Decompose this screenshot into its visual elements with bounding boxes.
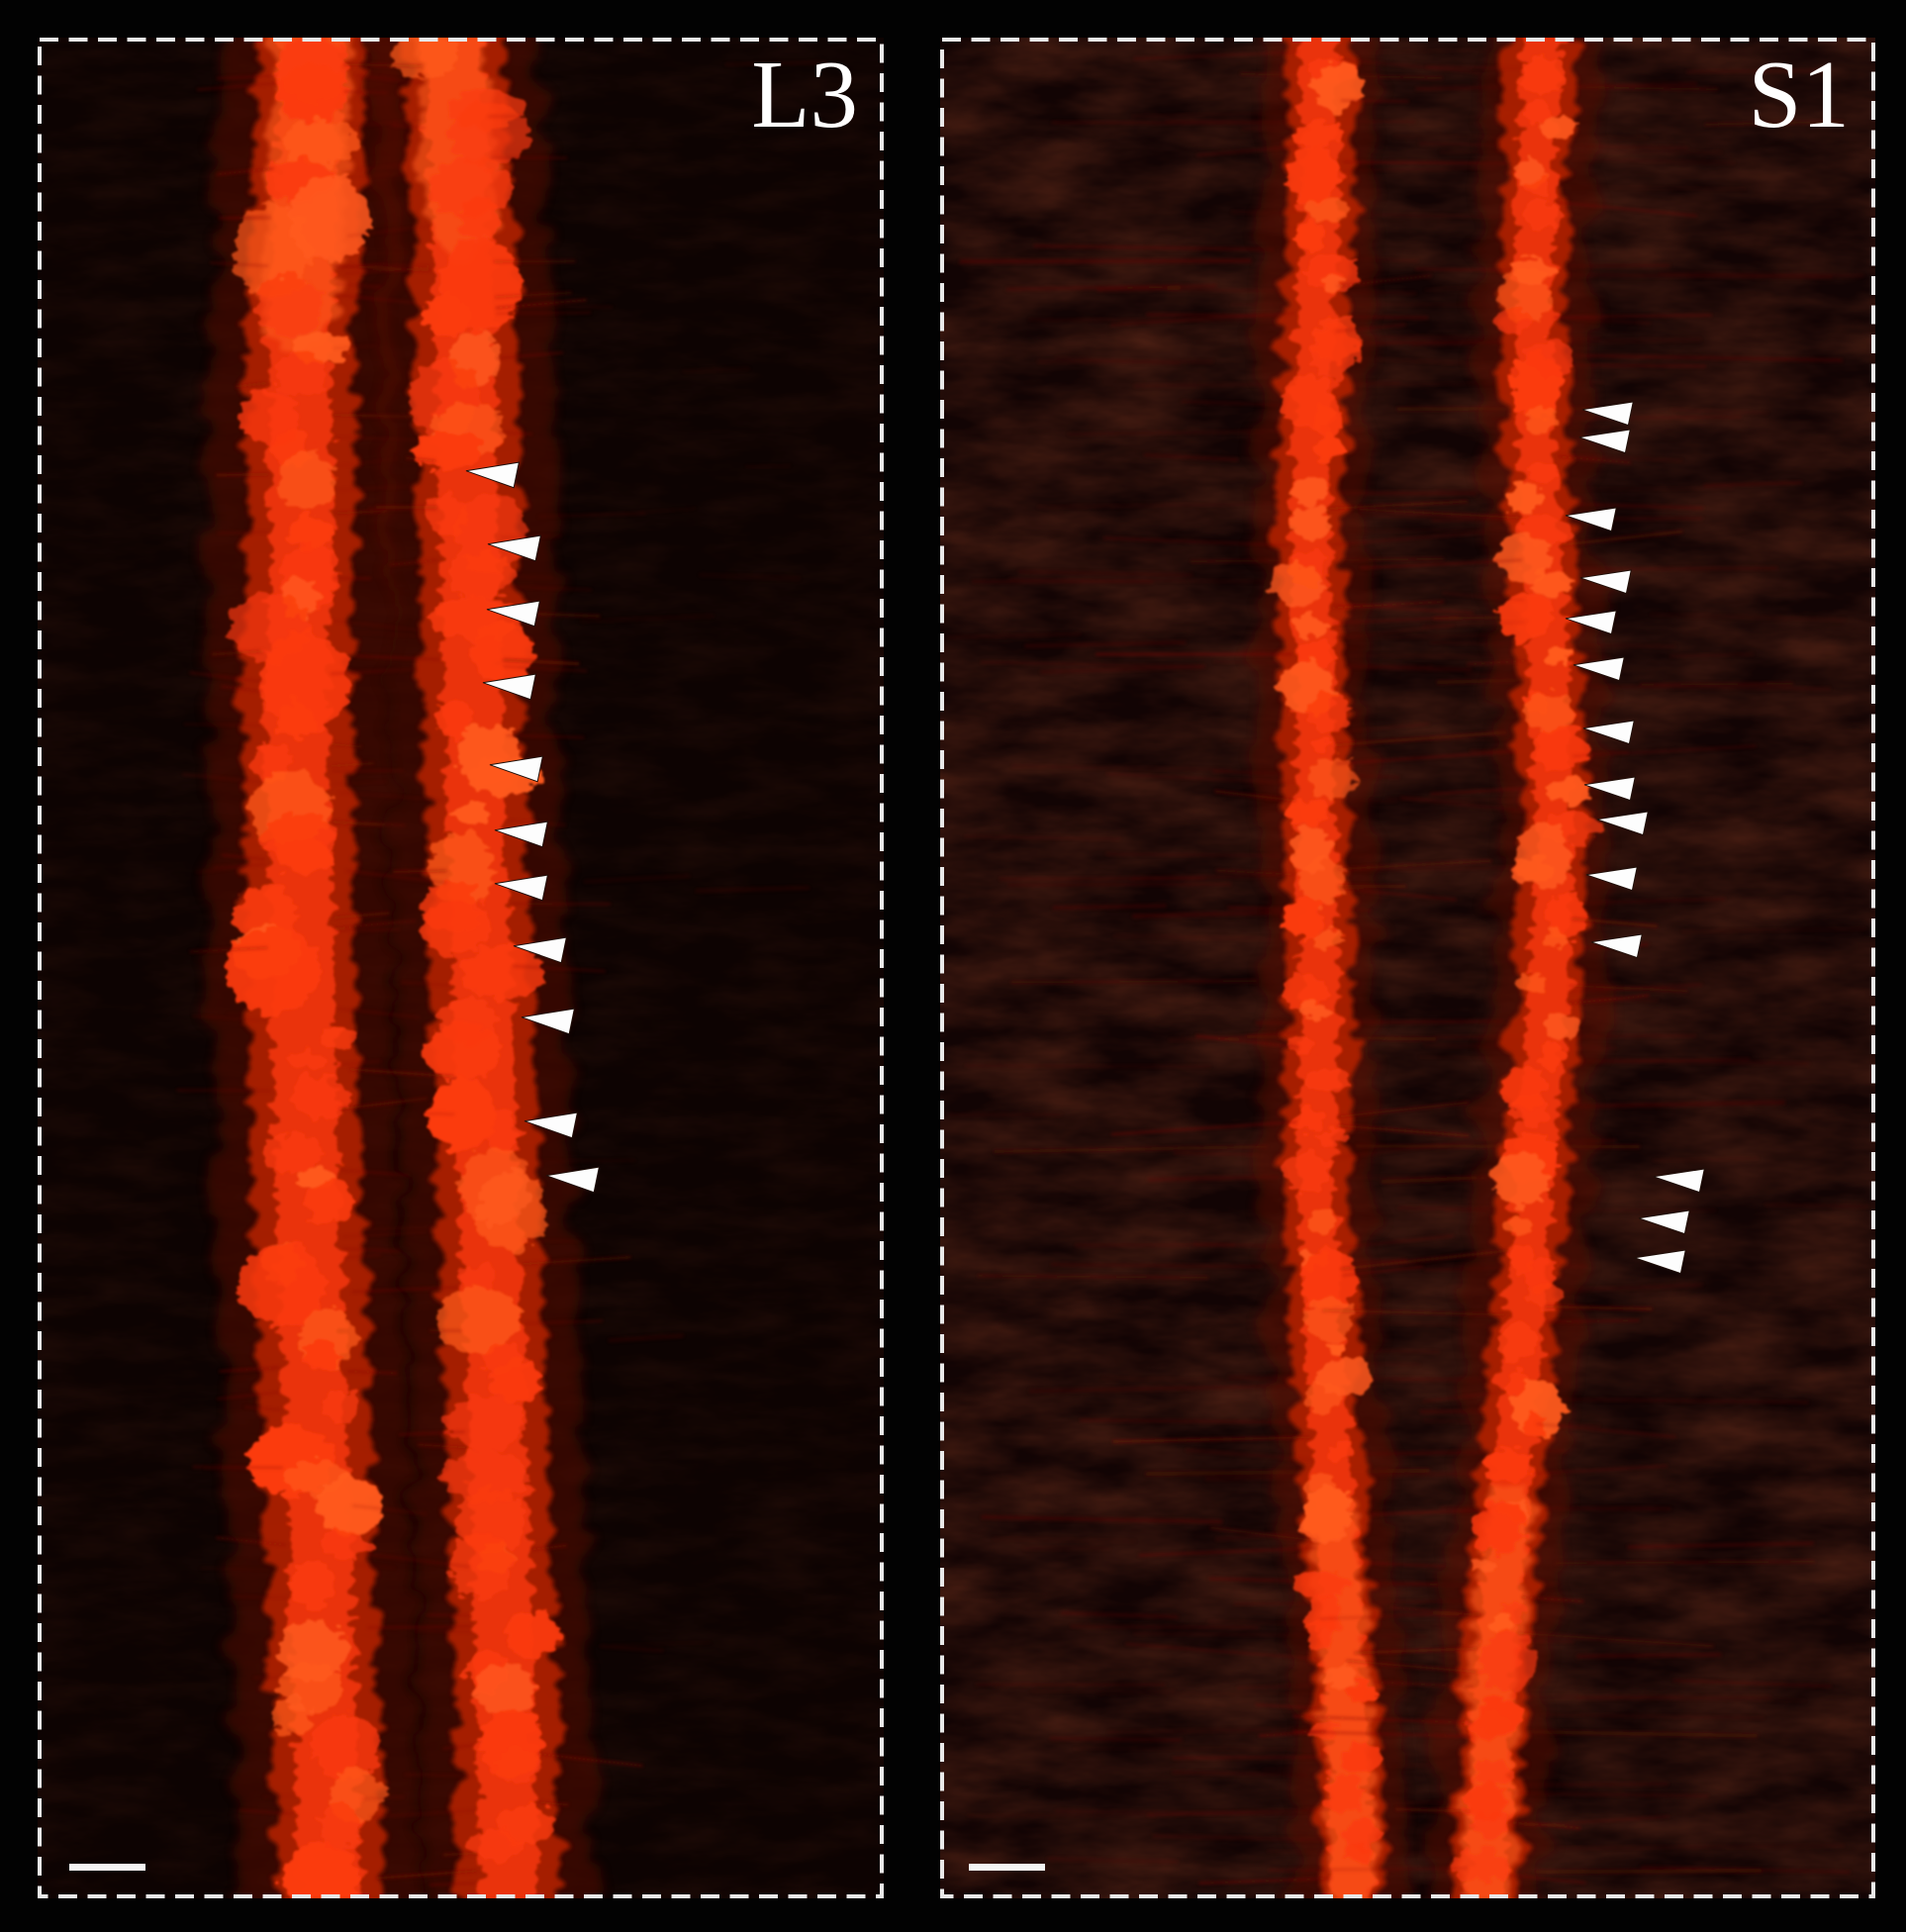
- arrowhead-marker: [545, 1166, 601, 1194]
- arrowhead-marker: [489, 755, 544, 783]
- fluorescent-bands: [1095, 38, 1757, 1898]
- arrowhead-annotations: [1565, 401, 1705, 1275]
- arrowhead-marker: [1596, 811, 1649, 836]
- arrowhead-annotations: [465, 461, 601, 1194]
- panel-border: [940, 38, 1875, 1898]
- micrograph-s1: [940, 38, 1875, 1898]
- fluorescent-bands: [176, 38, 643, 1898]
- arrowhead-marker: [1565, 610, 1617, 635]
- micrograph-l3: [38, 38, 884, 1898]
- arrowhead-marker: [486, 600, 541, 628]
- arrowhead-marker: [1582, 720, 1635, 745]
- arrowhead-marker: [1565, 507, 1617, 532]
- arrowhead-marker: [1583, 776, 1636, 802]
- scale-bar: [969, 1864, 1045, 1871]
- arrowhead-marker: [465, 461, 521, 489]
- arrowhead-marker: [1638, 1209, 1690, 1235]
- arrowhead-marker: [1590, 933, 1643, 959]
- arrowhead-marker: [494, 874, 549, 902]
- panel-border: [38, 38, 884, 1898]
- arrowhead-marker: [1572, 656, 1625, 682]
- panel-label: L3: [751, 42, 858, 147]
- arrowhead-marker: [1579, 569, 1632, 595]
- arrowhead-marker: [513, 936, 568, 964]
- panel-s1: S1: [940, 38, 1875, 1898]
- arrowhead-marker: [1634, 1249, 1686, 1275]
- arrowhead-marker: [482, 673, 537, 701]
- arrowhead-marker: [494, 821, 549, 848]
- panel-label: S1: [1749, 42, 1850, 147]
- arrowhead-marker: [487, 534, 542, 562]
- arrowhead-marker: [1585, 866, 1638, 892]
- arrowhead-marker: [521, 1008, 576, 1035]
- arrowhead-marker: [1653, 1168, 1705, 1194]
- arrowhead-marker: [524, 1111, 579, 1139]
- background-haze: [940, 38, 1875, 1898]
- panel-l3: L3: [38, 38, 884, 1898]
- arrowhead-marker: [1581, 401, 1634, 427]
- scale-bar: [69, 1864, 145, 1871]
- arrowhead-marker: [1578, 429, 1631, 454]
